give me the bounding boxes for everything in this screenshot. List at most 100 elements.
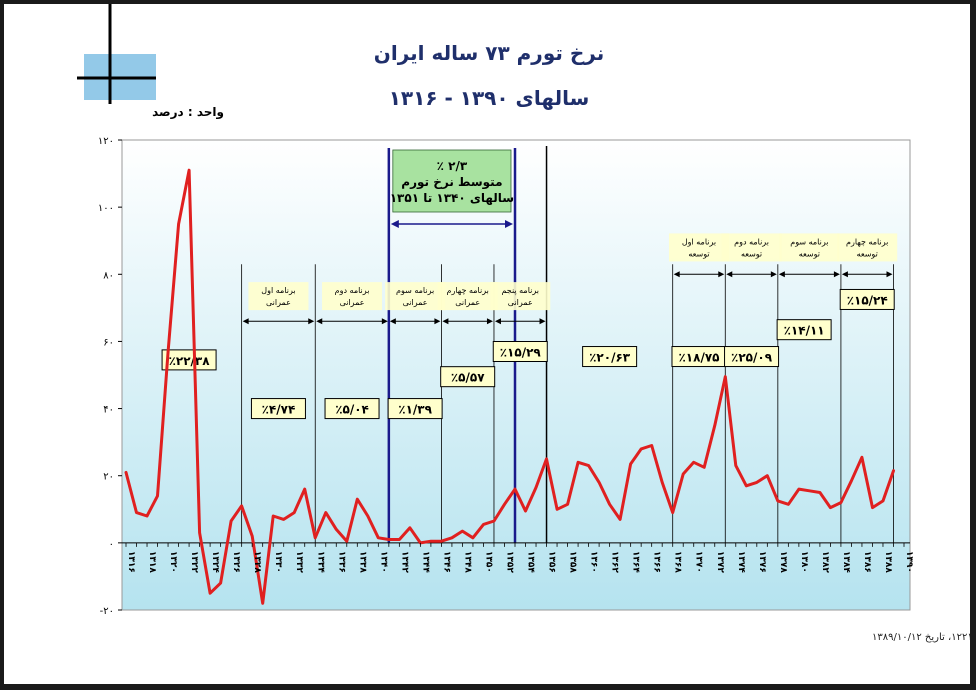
y-axis: -۲۰ ۰ ۲۰ ۴۰ ۶۰ ۸۰ ۱۰۰ ۱۲۰ [98, 136, 122, 617]
x-tick-label: ۱۳۲۴ [210, 551, 220, 573]
x-tick-label: ۱۳۴۲ [399, 551, 409, 573]
program-label-box [490, 282, 551, 311]
chart-frame: نرخ تورم ۷۳ ساله ایران سالهای ۱۳۹۰ - ۱۳۱… [4, 4, 970, 684]
x-tick-label: ۱۳۲۶ [231, 551, 241, 573]
x-tick-label: ۱۳۶۶ [652, 551, 662, 573]
x-tick-label: ۱۳۳۲ [294, 551, 304, 573]
average-label-box [324, 398, 380, 420]
x-tick-label: ۱۳۸۴ [841, 551, 851, 573]
average-label-text: ٪۲۲/۳۸ [169, 354, 211, 368]
program-label-box [721, 233, 782, 262]
x-tick-label: ۱۳۸۲ [820, 551, 830, 573]
period-arrowhead-right [381, 318, 388, 325]
x-tick-label: ۱۳۷۰ [694, 551, 704, 573]
x-tick-label: ۱۳۶۴ [631, 551, 641, 573]
average-label-text: ٪۱۵/۲۴ [847, 293, 888, 307]
period-arrowhead-right [434, 318, 441, 325]
inflation-series [124, 168, 895, 605]
y-tick-label: ۱۰۰ [98, 203, 114, 214]
y-tick-label: ۸۰ [103, 270, 114, 281]
program-label-box [668, 233, 729, 262]
program-label-box [385, 282, 446, 311]
average-label-text: ٪۲۵/۰۹ [731, 351, 773, 365]
x-tick-label: ۱۳۳۴ [315, 551, 325, 573]
period-arrowhead-right [886, 271, 893, 278]
highlight-text-line: سالهای ۱۳۴۰ تا ۱۳۵۱ [390, 191, 514, 205]
program-label-text: برنامه سوم [396, 286, 434, 295]
program-label-text: برنامه دوم [335, 286, 370, 295]
y-tick-label: ۲۰ [103, 472, 114, 483]
average-label-text: ٪۱۵/۲۹ [500, 346, 542, 360]
average-label-text: ٪۱۴/۱۱ [784, 324, 825, 338]
program-label-text: برنامه اول [261, 286, 295, 295]
x-tick-label: ۱۳۶۰ [589, 551, 599, 573]
average-label-box [161, 349, 217, 371]
x-tick-label: ۱۳۵۲ [504, 551, 514, 573]
period-arrowhead-left [442, 318, 449, 325]
x-tick-label: ۱۳۴۰ [378, 551, 388, 573]
period-arrowhead-right [833, 271, 840, 278]
program-label-box [248, 282, 309, 311]
x-tick-label: ۱۳۳۸ [357, 551, 367, 573]
x-tick-label: ۱۳۷۶ [757, 551, 767, 573]
period-arrowhead-left [242, 318, 249, 325]
program-label-text: توسعه [688, 249, 709, 258]
x-tick-label: ۱۳۵۶ [547, 551, 557, 573]
x-tick-label: ۱۳۵۸ [568, 551, 578, 573]
average-label-box [492, 341, 548, 362]
period-arrowhead-left [389, 318, 396, 325]
program-label-box [437, 282, 498, 311]
program-label-box [779, 233, 840, 262]
x-tick-label: ۱۳۶۲ [610, 551, 620, 573]
x-tick-label: ۱۳۲۲ [189, 551, 199, 573]
x-tick-label: ۱۳۸۶ [862, 551, 872, 573]
period-arrows [242, 271, 893, 325]
period-arrowhead-left [726, 271, 733, 278]
program-label-box [322, 282, 383, 311]
program-label-text: عمرانی [508, 298, 533, 307]
average-label-text: ٪۴/۷۴ [262, 403, 296, 417]
program-label-text: برنامه چهارم [846, 237, 888, 246]
x-tick-label: ۱۳۹۰ [904, 551, 914, 573]
x-tick-label: ۱۳۲۰ [168, 551, 178, 573]
program-label-text: عمرانی [403, 298, 428, 307]
period-arrowhead-right [308, 318, 315, 325]
period-arrowhead-left [494, 318, 501, 325]
x-tick-label: ۱۳۱۸ [147, 551, 157, 573]
inflation-chart: نرخ تورم ۷۳ ساله ایران سالهای ۱۳۹۰ - ۱۳۱… [77, 4, 970, 643]
chart-subtitle: سالهای ۱۳۹۰ - ۱۳۱۶ [389, 86, 590, 110]
period-arrowhead-left [316, 318, 323, 325]
x-tick-label: ۱۳۴۸ [462, 551, 472, 573]
program-labels: برنامه اول عمرانی برنامه دوم عمرانی برنامه س… [248, 233, 898, 311]
average-label-box [776, 319, 832, 341]
average-label-text: ٪۱/۳۹ [398, 403, 432, 417]
program-label-text: عمرانی [266, 298, 291, 307]
highlight-box [392, 149, 512, 213]
period-arrowhead-right [539, 318, 546, 325]
program-label-text: برنامه اول [682, 237, 716, 246]
average-label-box [387, 398, 443, 420]
inflation-line [124, 168, 895, 605]
highlight-text-line: متوسط نرخ تورم [401, 175, 502, 190]
program-label-box [837, 233, 898, 262]
x-tick-label: ۱۳۸۰ [799, 551, 809, 573]
unit-label: واحد : درصد [152, 105, 224, 120]
source-note: مآخذ: نماگرهای اقتصادی بانک مرکزی و خبرگ… [872, 630, 970, 643]
average-label-text: ٪۱۸/۷۵ [678, 351, 719, 365]
program-label-text: برنامه سوم [790, 237, 828, 246]
highlight-text-line: ٪ ۲/۳ [437, 159, 468, 173]
average-label-text: ٪۲۰/۶۳ [589, 351, 631, 365]
highlight-arrow-left [390, 220, 399, 228]
y-tick-label: -۲۰ [100, 606, 114, 617]
y-tick-label: ۰ [109, 539, 114, 550]
x-tick-label: ۱۳۴۴ [420, 551, 430, 573]
x-tick-label: ۱۳۵۴ [526, 551, 536, 573]
period-arrowhead-right [718, 271, 725, 278]
program-label-text: برنامه چهارم [447, 286, 489, 295]
average-label-text: ٪۵/۰۴ [335, 403, 369, 417]
average-label-text: ٪۵/۵۷ [451, 371, 485, 385]
average-label-box [839, 288, 895, 310]
program-label-text: توسعه [799, 249, 820, 258]
program-label-text: توسعه [857, 249, 878, 258]
